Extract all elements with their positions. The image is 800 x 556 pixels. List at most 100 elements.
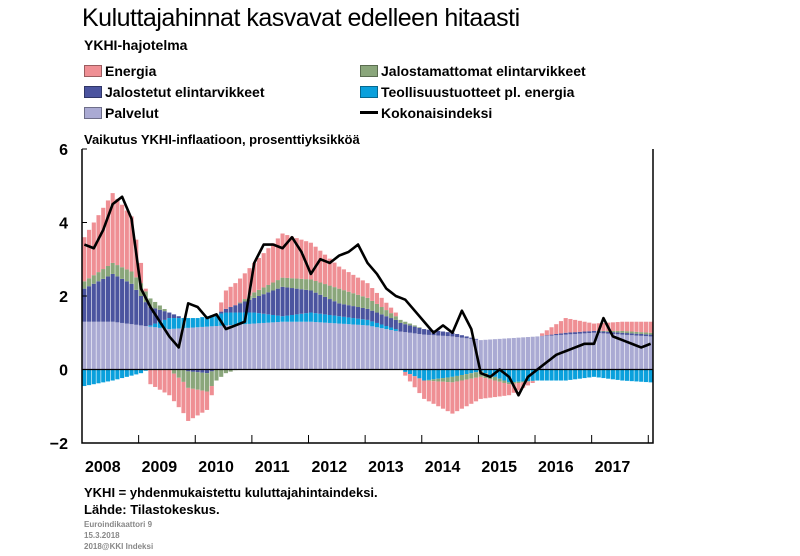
bar-energia [219,302,224,312]
bar-teollisuus [436,369,441,379]
x-tick-label: 2011 [255,459,290,476]
bar-jalostetut [624,333,630,335]
bar-jalostetut [445,332,450,337]
bar-jalostamattomat [346,291,351,306]
legend-item-jalostamattomat: Jalostamattomat elintarvikkeet [360,62,586,80]
bar-jalostamattomat [124,269,129,282]
bar-teollisuus [530,369,535,381]
bar-palvelut [176,328,181,370]
bar-palvelut [610,333,615,370]
bar-energia [223,290,228,309]
bar-energia [473,377,479,402]
bar-jalostetut [469,337,474,339]
bar-palvelut [105,321,111,370]
bar-palvelut [511,337,516,370]
bar-teollisuus [563,369,568,381]
bar-palvelut [247,323,252,370]
note-source: Lähde: Tilastokeskus. [84,502,220,517]
bar-energia [488,379,493,398]
bar-energia [322,254,328,285]
legend-item-jalostetut: Jalostetut elintarvikkeet [84,83,265,101]
bar-teollisuus [459,369,464,376]
bar-palvelut [379,328,384,370]
bar-jalostamattomat [455,375,460,382]
bar-teollisuus [228,312,233,326]
bar-jalostamattomat [624,331,630,334]
bar-energia [445,382,450,412]
bar-energia [138,262,144,284]
bar-palvelut [162,328,167,370]
bar-teollisuus [610,369,615,380]
bar-jalostamattomat [204,373,210,392]
bar-jalostamattomat [223,369,228,374]
x-tick-label: 2013 [368,459,404,476]
bar-palvelut [87,321,92,370]
bar-jalostetut [289,288,295,315]
bar-palvelut [223,325,228,370]
bar-energia [351,274,356,294]
bar-jalostamattomat [200,372,205,391]
bar-jalostetut [261,294,266,314]
bar-palvelut [242,324,247,370]
bar-energia [563,318,568,333]
bar-jalostetut [190,369,195,372]
bar-energia [591,323,597,331]
bar-jalostetut [554,333,559,336]
bar-energia [233,283,238,306]
bar-palvelut [110,321,115,370]
bar-palvelut [478,340,483,370]
bar-jalostamattomat [511,382,516,384]
bar-palvelut [455,337,460,370]
bar-jalostetut [87,286,92,322]
bar-jalostetut [648,334,653,337]
bar-jalostamattomat [134,277,139,290]
bar-jalostamattomat [120,267,125,279]
bar-jalostetut [403,324,408,333]
bar-jalostamattomat [129,271,134,284]
bar-jalostetut [422,329,427,335]
bar-teollisuus [374,322,379,328]
bar-teollisuus [124,369,129,377]
bar-energia [422,380,427,399]
bar-teollisuus [91,369,96,385]
bar-palvelut [469,338,474,370]
bar-teollisuus [247,312,252,324]
bar-energia [558,321,564,334]
x-tick-label: 2010 [198,459,234,476]
bar-energia [171,373,177,402]
bar-teollisuus [648,369,653,383]
bar-jalostamattomat [190,371,195,389]
bar-jalostetut [82,288,87,322]
bar-jalostetut [568,332,573,335]
legend-swatch-jalostetut [84,86,102,98]
bar-jalostetut [280,286,285,317]
bar-teollisuus [120,369,125,379]
bar-jalostamattomat [238,302,243,304]
bar-palvelut [356,324,361,370]
bar-jalostetut [252,297,257,313]
bar-jalostetut [209,369,214,372]
bar-jalostetut [101,278,106,322]
bar-teollisuus [280,316,285,322]
bar-jalostetut [200,369,205,373]
bar-jalostetut [266,292,271,315]
bar-jalostamattomat [266,284,271,293]
bar-jalostetut [294,288,299,315]
bar-energia [568,318,573,333]
bar-teollisuus [606,369,611,379]
bar-energia [389,307,394,314]
bar-palvelut [407,332,413,370]
bar-jalostetut [374,312,379,323]
legend-item-palvelut: Palvelut [84,104,159,122]
bar-palvelut [337,323,342,370]
bar-energia [101,207,106,270]
bar-teollisuus [620,369,625,381]
bar-palvelut [120,322,125,370]
bar-jalostetut [346,305,351,318]
bar-teollisuus [322,314,328,323]
bar-jalostamattomat [242,299,247,302]
bar-jalostamattomat [450,376,455,383]
bar-energia [318,250,323,283]
legend: Energia Jalostamattomat elintarvikkeet J… [84,62,664,122]
bar-palvelut [540,336,545,370]
